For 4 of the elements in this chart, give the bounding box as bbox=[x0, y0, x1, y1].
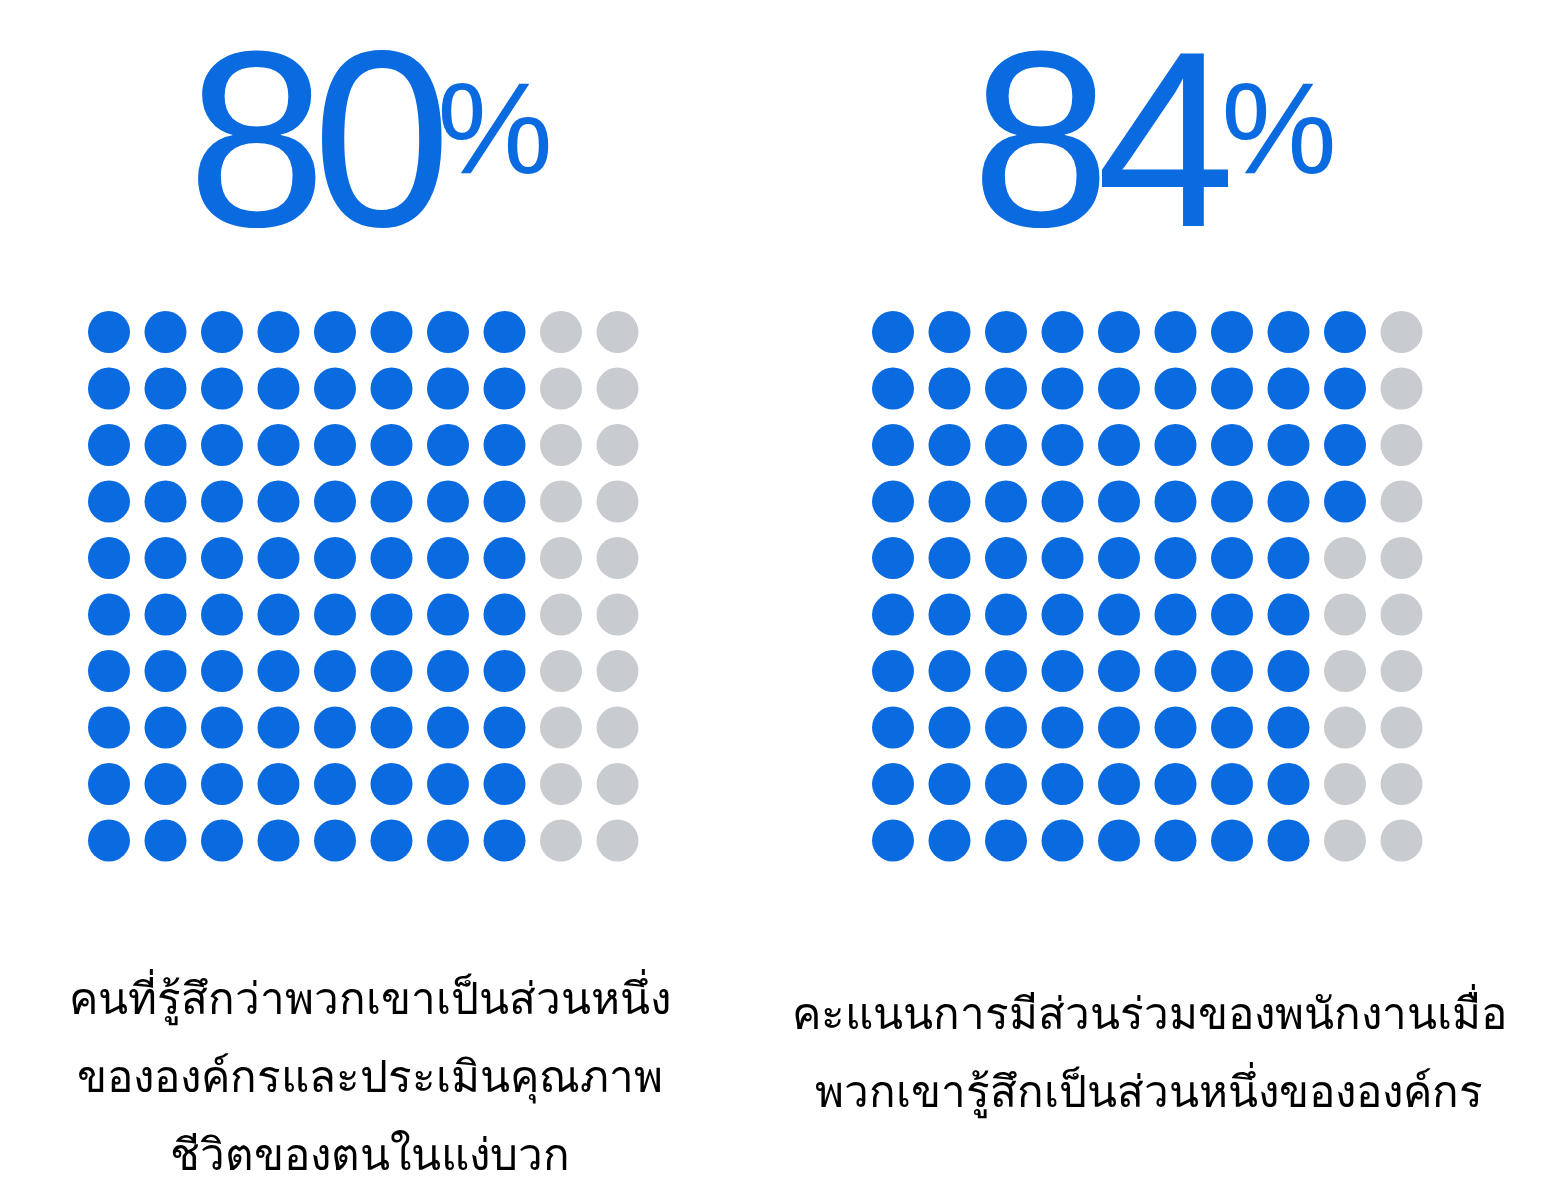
data-label: 84$^{%}$ bbox=[970, 0, 1338, 279]
data-label: 80$^{%}$ bbox=[186, 0, 554, 279]
text: คนที่รู้สึกว่าพวกเขาเป็นส่วนหนึ่งขององค์กรและประเมินคุณภาพชีวิตของตนในแง่บวก bbox=[68, 968, 672, 1182]
text: คะแนนการมีส่วนร่วมของพนักงานเมื่อพวกเขารู้สึกเป็นส่วนหนึ่งขององค์กร bbox=[790, 983, 1508, 1121]
